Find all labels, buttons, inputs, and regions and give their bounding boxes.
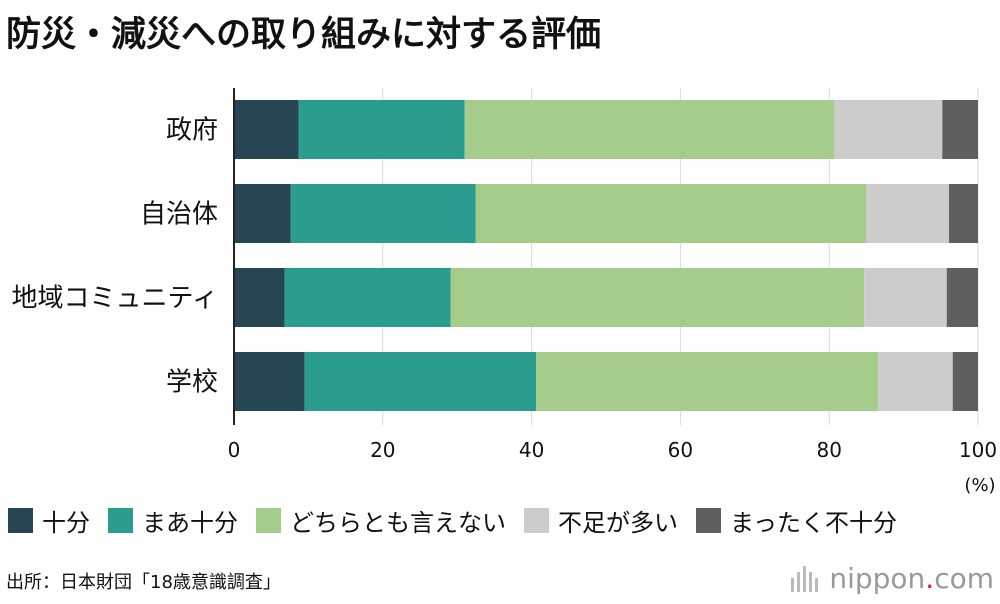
legend-swatch <box>8 508 33 533</box>
legend: 十分 まあ十分 どちらとも言えない 不足が多い まったく不十分 <box>8 503 915 538</box>
bar-segment <box>304 352 537 411</box>
x-tick-label: 20 <box>370 438 395 462</box>
bar-segment <box>866 184 949 243</box>
legend-swatch <box>696 508 721 533</box>
bar-segment <box>864 268 947 327</box>
bar-segment <box>234 352 305 411</box>
bar-segment <box>475 184 867 243</box>
legend-swatch <box>256 508 281 533</box>
category-label: 政府 <box>166 116 218 146</box>
bar-segment <box>234 268 285 327</box>
x-tick-label: 0 <box>228 438 241 462</box>
bar-segment <box>878 352 953 411</box>
legend-label: まあ十分 <box>142 509 238 537</box>
chart-title: 防災・減災への取り組みに対する評価 <box>6 15 602 55</box>
bar-segment <box>450 268 865 327</box>
bar-segment <box>234 100 299 159</box>
category-label: 自治体 <box>140 200 218 230</box>
source-note: 出所：日本財団「18歳意識調査」 <box>6 572 281 593</box>
brand-dot: . <box>925 562 935 595</box>
legend-item: 不足が多い <box>524 503 678 538</box>
brand-suffix: com <box>934 562 994 595</box>
legend-item: 十分 <box>8 503 90 538</box>
legend-label: 十分 <box>42 509 90 537</box>
bar-segment <box>298 100 465 159</box>
bar-segment <box>946 268 978 327</box>
bar-segment <box>536 352 879 411</box>
legend-label: 不足が多い <box>558 509 678 537</box>
brand-bars-icon <box>791 565 821 592</box>
legend-label: まったく不十分 <box>730 509 898 537</box>
x-tick-label: 80 <box>816 438 841 462</box>
category-label: 地域コミュニティ <box>12 284 218 314</box>
brand-logo: nippon.com <box>791 562 994 595</box>
bar-segment <box>834 100 943 159</box>
bar-segment <box>234 184 291 243</box>
legend-item: まあ十分 <box>108 503 238 538</box>
x-tick-label: 40 <box>519 438 544 462</box>
bar-segment <box>942 100 978 159</box>
bar-segment <box>948 184 978 243</box>
x-tick-label: 100 <box>959 438 997 462</box>
brand-name: nippon <box>829 562 926 595</box>
legend-swatch <box>524 508 549 533</box>
axes: 0 20 40 60 80 100 <box>228 88 997 462</box>
category-label: 学校 <box>166 368 218 398</box>
bar-segment <box>464 100 835 159</box>
x-tick-label: 60 <box>668 438 693 462</box>
legend-item: まったく不十分 <box>696 503 897 538</box>
x-axis-unit: (%) <box>964 475 995 496</box>
bars <box>234 100 978 411</box>
legend-label: どちらとも言えない <box>290 509 506 537</box>
bar-segment <box>952 352 978 411</box>
legend-swatch <box>108 508 133 533</box>
legend-item: どちらとも言えない <box>256 503 506 538</box>
bar-segment <box>284 268 451 327</box>
bar-segment <box>290 184 476 243</box>
